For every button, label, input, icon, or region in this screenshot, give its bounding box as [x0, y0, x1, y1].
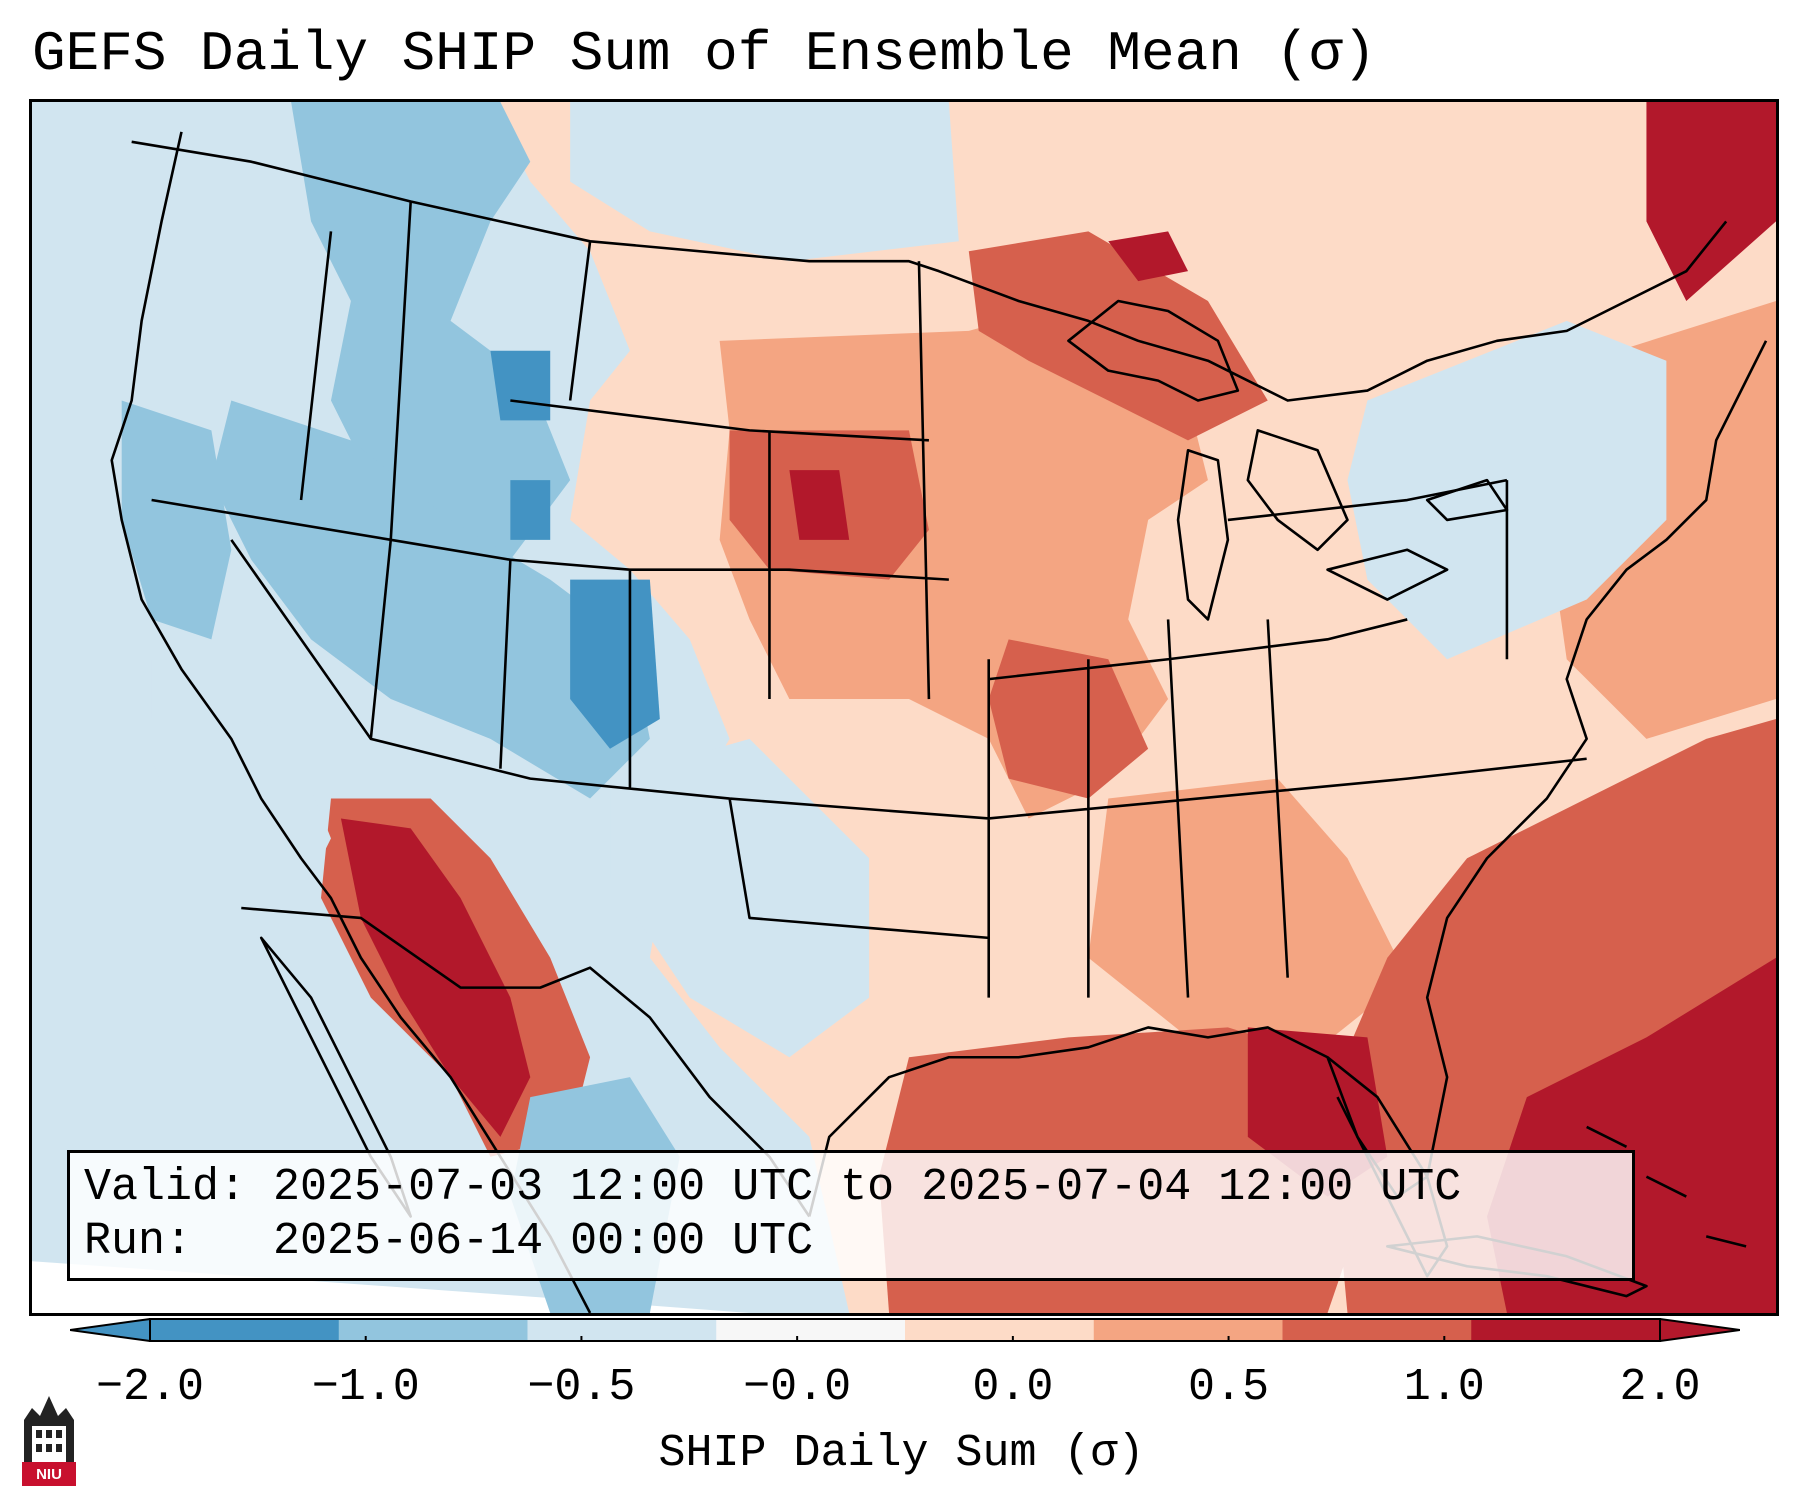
boundaries [110, 131, 1768, 1313]
state-lines [151, 201, 1587, 998]
colorbar-segment [1471, 1319, 1661, 1341]
west-coast [110, 131, 592, 1313]
field-darkred-newfoundland [1646, 102, 1776, 302]
field-darkblue-wyoming [510, 480, 551, 540]
colorbar-segment [338, 1319, 528, 1341]
colorbar-segment [716, 1319, 906, 1341]
field-lightblue-texas [610, 738, 870, 1058]
ship-map [32, 102, 1776, 1313]
colorbar-segment [1093, 1319, 1283, 1341]
field-blue-coast [121, 400, 232, 640]
field-darkblue-idaho [490, 350, 551, 421]
lake-erie [1326, 548, 1449, 601]
bahamas [1586, 1125, 1747, 1248]
colorbar-segment [527, 1319, 717, 1341]
field-lightblue-canada [570, 102, 959, 262]
colorbar-tick-label: −2.0 [95, 1362, 205, 1413]
field-red-missouri [988, 639, 1149, 799]
colorbar-outline [149, 1318, 1661, 1342]
colorbar [70, 1318, 1740, 1342]
niu-logo [22, 1396, 76, 1486]
atlantic-coast [1425, 340, 1768, 1177]
map-panel [29, 99, 1779, 1316]
valid-value: 2025-07-03 12:00 UTC to 2025-07-04 12:00… [273, 1162, 1462, 1213]
run-label: Run: [84, 1216, 193, 1267]
colorbar-tick-label: 0.5 [1188, 1362, 1270, 1413]
colorbar-segment [150, 1319, 340, 1341]
valid-label: Valid: [84, 1162, 247, 1213]
field-darkred-arizona [340, 818, 531, 1137]
colorbar-extend-left [70, 1318, 151, 1342]
us-mexico-border [241, 906, 811, 1218]
field-red-great-lakes [968, 231, 1268, 441]
colorbar-tick-label: 2.0 [1619, 1362, 1701, 1413]
field-medium-red-southeast [1088, 778, 1408, 1058]
colorbar-tick-label: 1.0 [1403, 1362, 1485, 1413]
field-darkblue-colorado [570, 579, 660, 749]
chart-title: GEFS Daily SHIP Sum of Ensemble Mean (σ) [32, 22, 1377, 86]
field-lightblue-california [151, 659, 331, 918]
run-value: 2025-06-14 00:00 UTC [273, 1216, 814, 1267]
field-blue-northwest [291, 102, 571, 560]
niu-logo-text: NIU [36, 1466, 62, 1483]
colorbar-tick-label: −1.0 [311, 1362, 420, 1413]
colorbar-label: SHIP Daily Sum (σ) [658, 1428, 1145, 1479]
lake-ontario [1425, 478, 1509, 522]
info-box: Valid: 2025-07-03 12:00 UTC to 2025-07-0… [67, 1150, 1635, 1281]
colorbar-segment [1282, 1319, 1472, 1341]
colorbar-extend-right [1659, 1318, 1740, 1342]
field-darkred-superior [1108, 231, 1189, 282]
colorbar-segment [905, 1319, 1095, 1341]
colorbar-tick-label: −0.5 [527, 1362, 636, 1413]
lake-huron [1246, 429, 1349, 552]
colorbar-tick-label: −0.0 [743, 1362, 852, 1413]
lake-michigan [1176, 448, 1230, 621]
colorbar-tick-label: 0.0 [972, 1362, 1054, 1413]
lake-superior [1067, 299, 1240, 402]
field-darkred-dakota-core [789, 470, 850, 540]
field-blue-great-basin [211, 400, 650, 799]
